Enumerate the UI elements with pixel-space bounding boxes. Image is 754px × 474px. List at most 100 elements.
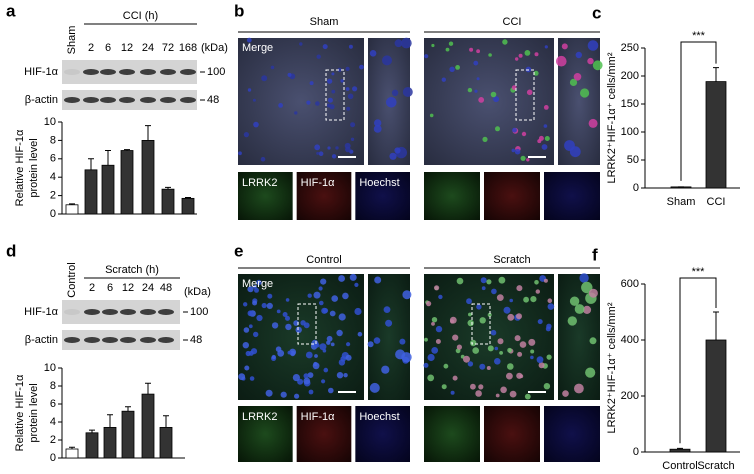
cell — [338, 359, 346, 366]
blot-label: HIF-1α — [24, 306, 59, 318]
x-tick-label: 24 — [142, 42, 154, 54]
blot-label: β-actin — [25, 94, 58, 106]
mw-label: 100 — [190, 306, 208, 318]
cell — [456, 344, 462, 350]
cell — [345, 87, 350, 91]
cell — [588, 118, 598, 128]
cell — [429, 113, 434, 118]
x-tick-label: CCI — [707, 196, 726, 208]
cell — [374, 119, 382, 127]
micrograph — [424, 38, 554, 165]
cell — [467, 87, 473, 93]
cell — [564, 140, 575, 151]
band — [84, 337, 100, 343]
zoom-box — [297, 303, 317, 345]
cell — [534, 280, 539, 285]
error-bar — [677, 447, 683, 450]
y-axis-label: protein level — [28, 383, 40, 442]
cell — [524, 50, 531, 56]
cell — [435, 339, 441, 344]
cell — [319, 300, 324, 306]
cell — [569, 296, 580, 306]
cell — [336, 372, 344, 379]
cell — [537, 319, 543, 325]
bar — [101, 164, 115, 215]
band — [160, 69, 176, 75]
panel-letter: e — [234, 241, 243, 260]
error-bar — [163, 415, 169, 428]
bar — [159, 426, 173, 459]
cell — [369, 50, 377, 57]
cell — [391, 89, 399, 97]
bar — [84, 169, 98, 215]
x-tick-label: 6 — [105, 42, 111, 54]
cell — [244, 365, 250, 371]
cell — [354, 282, 359, 287]
y-tick-label: 100 — [621, 126, 639, 138]
y-axis-label: Relative HIF-1α — [14, 129, 26, 206]
error-bar — [107, 414, 113, 428]
cell — [389, 152, 397, 160]
channel-label: LRRK2 — [242, 411, 277, 423]
channel-image — [424, 406, 480, 462]
cell — [327, 78, 333, 84]
cell — [243, 302, 248, 307]
x-tick-label: Sham — [66, 26, 78, 55]
cell — [329, 104, 335, 110]
band — [140, 337, 156, 343]
group-label: Scratch (h) — [105, 264, 159, 276]
mw-label: 100 — [207, 66, 225, 78]
merge-label: Merge — [242, 42, 273, 54]
cell — [345, 354, 352, 361]
channel-label: HIF-1α — [301, 177, 336, 189]
cell — [495, 393, 500, 398]
group-label: CCI — [503, 16, 522, 28]
cell — [519, 341, 527, 348]
cell — [303, 322, 310, 329]
cell — [316, 54, 321, 59]
cell — [260, 156, 266, 162]
annotation: *** — [692, 266, 706, 278]
cell — [511, 85, 517, 91]
bar — [141, 393, 155, 459]
cell — [276, 309, 281, 314]
cell — [253, 285, 257, 289]
band — [102, 309, 118, 315]
cell — [589, 337, 597, 345]
y-tick-label: 150 — [621, 98, 639, 110]
channel-label: LRRK2 — [242, 177, 277, 189]
cell — [434, 285, 440, 291]
bar — [85, 432, 99, 459]
panel-letter: a — [6, 1, 16, 20]
cell — [493, 96, 500, 103]
cell — [386, 97, 397, 108]
cell — [521, 131, 527, 137]
cell — [449, 66, 455, 73]
cell — [399, 338, 406, 345]
group-label: Scratch — [493, 254, 530, 266]
channel-image — [484, 406, 540, 462]
cell — [449, 316, 457, 324]
y-tick-label: 0 — [50, 452, 56, 464]
band — [64, 69, 80, 75]
cell — [340, 79, 344, 83]
cell — [545, 326, 551, 332]
y-axis-label: protein level — [28, 138, 40, 197]
cell — [423, 362, 429, 368]
cell — [502, 39, 508, 45]
cell — [494, 358, 501, 365]
cell — [305, 351, 313, 359]
band — [180, 97, 196, 103]
band — [120, 337, 136, 343]
cell — [282, 312, 288, 317]
cell — [479, 363, 486, 370]
cell — [343, 373, 348, 378]
cell — [238, 151, 242, 156]
band — [160, 97, 176, 103]
cell — [526, 89, 533, 96]
cell — [507, 347, 512, 353]
y-tick-label: 2 — [50, 434, 56, 446]
cell — [585, 367, 596, 378]
cell — [452, 334, 459, 341]
x-tick-label: 12 — [121, 42, 133, 54]
